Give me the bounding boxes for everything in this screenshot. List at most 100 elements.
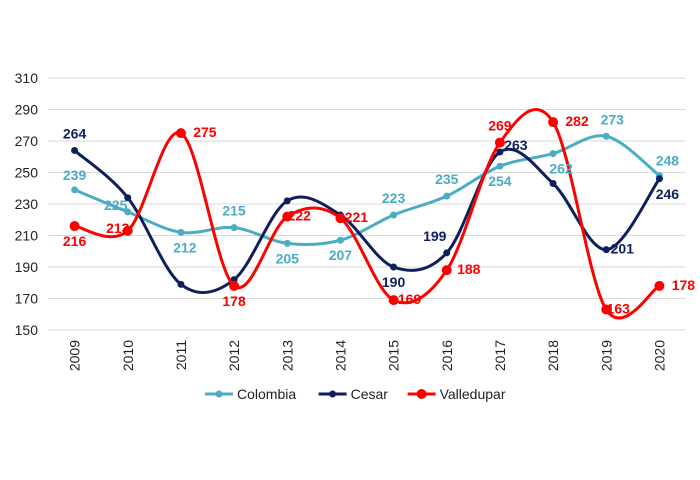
data-point [336,236,344,244]
y-tick-label: 250 [15,165,39,181]
data-point [496,148,504,156]
data-point [282,211,293,222]
data-point [602,246,610,254]
data-label: 216 [63,233,87,249]
y-tick-label: 310 [15,70,39,86]
y-tick-label: 270 [15,133,39,149]
y-tick-label: 170 [15,291,39,307]
x-tick-label: 2019 [598,340,614,371]
data-label: 225 [104,197,128,213]
data-label: 239 [63,167,87,183]
data-label: 169 [398,291,422,307]
data-point [549,180,557,188]
data-label: 221 [345,209,369,225]
series-line [73,147,661,294]
data-point [548,117,559,128]
x-tick-label: 2016 [439,340,455,371]
data-label: 190 [382,274,406,290]
x-axis: 2009 2010 2011 2012 2013 2014 2015 2016 2017 2018… [67,340,668,371]
data-label: 201 [611,241,635,257]
series-valledupar [69,108,665,320]
data-label: 178 [672,277,696,293]
legend-swatch-marker [329,390,337,398]
data-point [124,194,132,202]
data-point [388,295,399,306]
data-label: 282 [565,113,589,129]
data-point [69,221,80,232]
data-point [175,128,186,139]
x-tick-label: 2018 [545,340,561,371]
data-point [71,146,79,154]
x-tick-label: 2014 [332,340,348,371]
data-point [71,186,79,194]
data-point [496,162,504,170]
data-point [441,265,452,276]
x-tick-label: 2009 [67,340,83,371]
data-label: 275 [193,124,217,140]
y-tick-label: 190 [15,259,39,275]
data-label: 222 [288,208,312,224]
data-label: 199 [423,228,447,244]
legend-swatch-marker [416,389,427,399]
data-point [177,228,185,236]
x-tick-label: 2015 [386,340,402,371]
data-label: 273 [601,111,625,127]
data-point [229,280,240,291]
data-point [443,249,451,257]
legend-label: Cesar [351,386,389,402]
data-point [283,239,291,247]
legend-label: Valledupar [440,386,506,402]
data-point [390,211,398,219]
x-tick-label: 2020 [651,340,667,371]
legend-entry-valledupar: Valledupar [407,386,506,402]
data-label: 254 [488,173,512,189]
x-tick-label: 2013 [279,340,295,371]
x-tick-label: 2012 [226,340,242,371]
data-point [655,175,663,183]
data-point [283,197,291,205]
y-tick-label: 230 [15,196,39,212]
data-label: 235 [435,171,459,187]
data-point [654,280,665,291]
data-labels: 239 225 212 215 205 207 223 235 254 262 273 248 264 1… [63,111,695,316]
data-label: 212 [173,239,197,255]
data-label: 263 [504,137,528,153]
data-label: 205 [276,250,300,266]
x-tick-label: 2017 [492,340,508,371]
y-axis: 150 170 190 210 230 250 270 290 310 [15,70,39,338]
data-label: 248 [656,153,680,169]
data-point [177,280,185,288]
data-label: 215 [222,203,246,219]
data-label: 269 [488,118,512,134]
data-label: 163 [607,301,631,317]
legend-swatch-marker [215,390,223,398]
x-tick-label: 2010 [120,340,136,371]
data-label: 188 [457,261,481,277]
data-point [230,224,238,232]
data-label: 262 [549,161,573,177]
data-point [335,213,346,224]
legend-entry-colombia: Colombia [205,386,296,402]
y-tick-label: 150 [15,322,39,338]
data-label: 178 [222,293,246,309]
data-point [494,137,505,148]
legend-label: Colombia [237,386,296,402]
data-label: 223 [382,190,406,206]
data-label: 213 [106,220,130,236]
y-tick-label: 290 [15,102,39,118]
data-label: 246 [656,186,680,202]
data-point [124,208,132,216]
x-tick-label: 2011 [173,340,189,370]
data-point [601,304,612,315]
data-point [122,225,133,236]
data-point [602,132,610,140]
data-label: 207 [329,247,353,263]
legend: Colombia Cesar Valledupar [205,386,506,402]
legend-entry-cesar: Cesar [318,386,389,402]
data-point [390,263,398,271]
series [69,108,665,320]
data-point [549,150,557,158]
data-label: 264 [63,125,87,141]
y-tick-label: 210 [15,228,39,244]
